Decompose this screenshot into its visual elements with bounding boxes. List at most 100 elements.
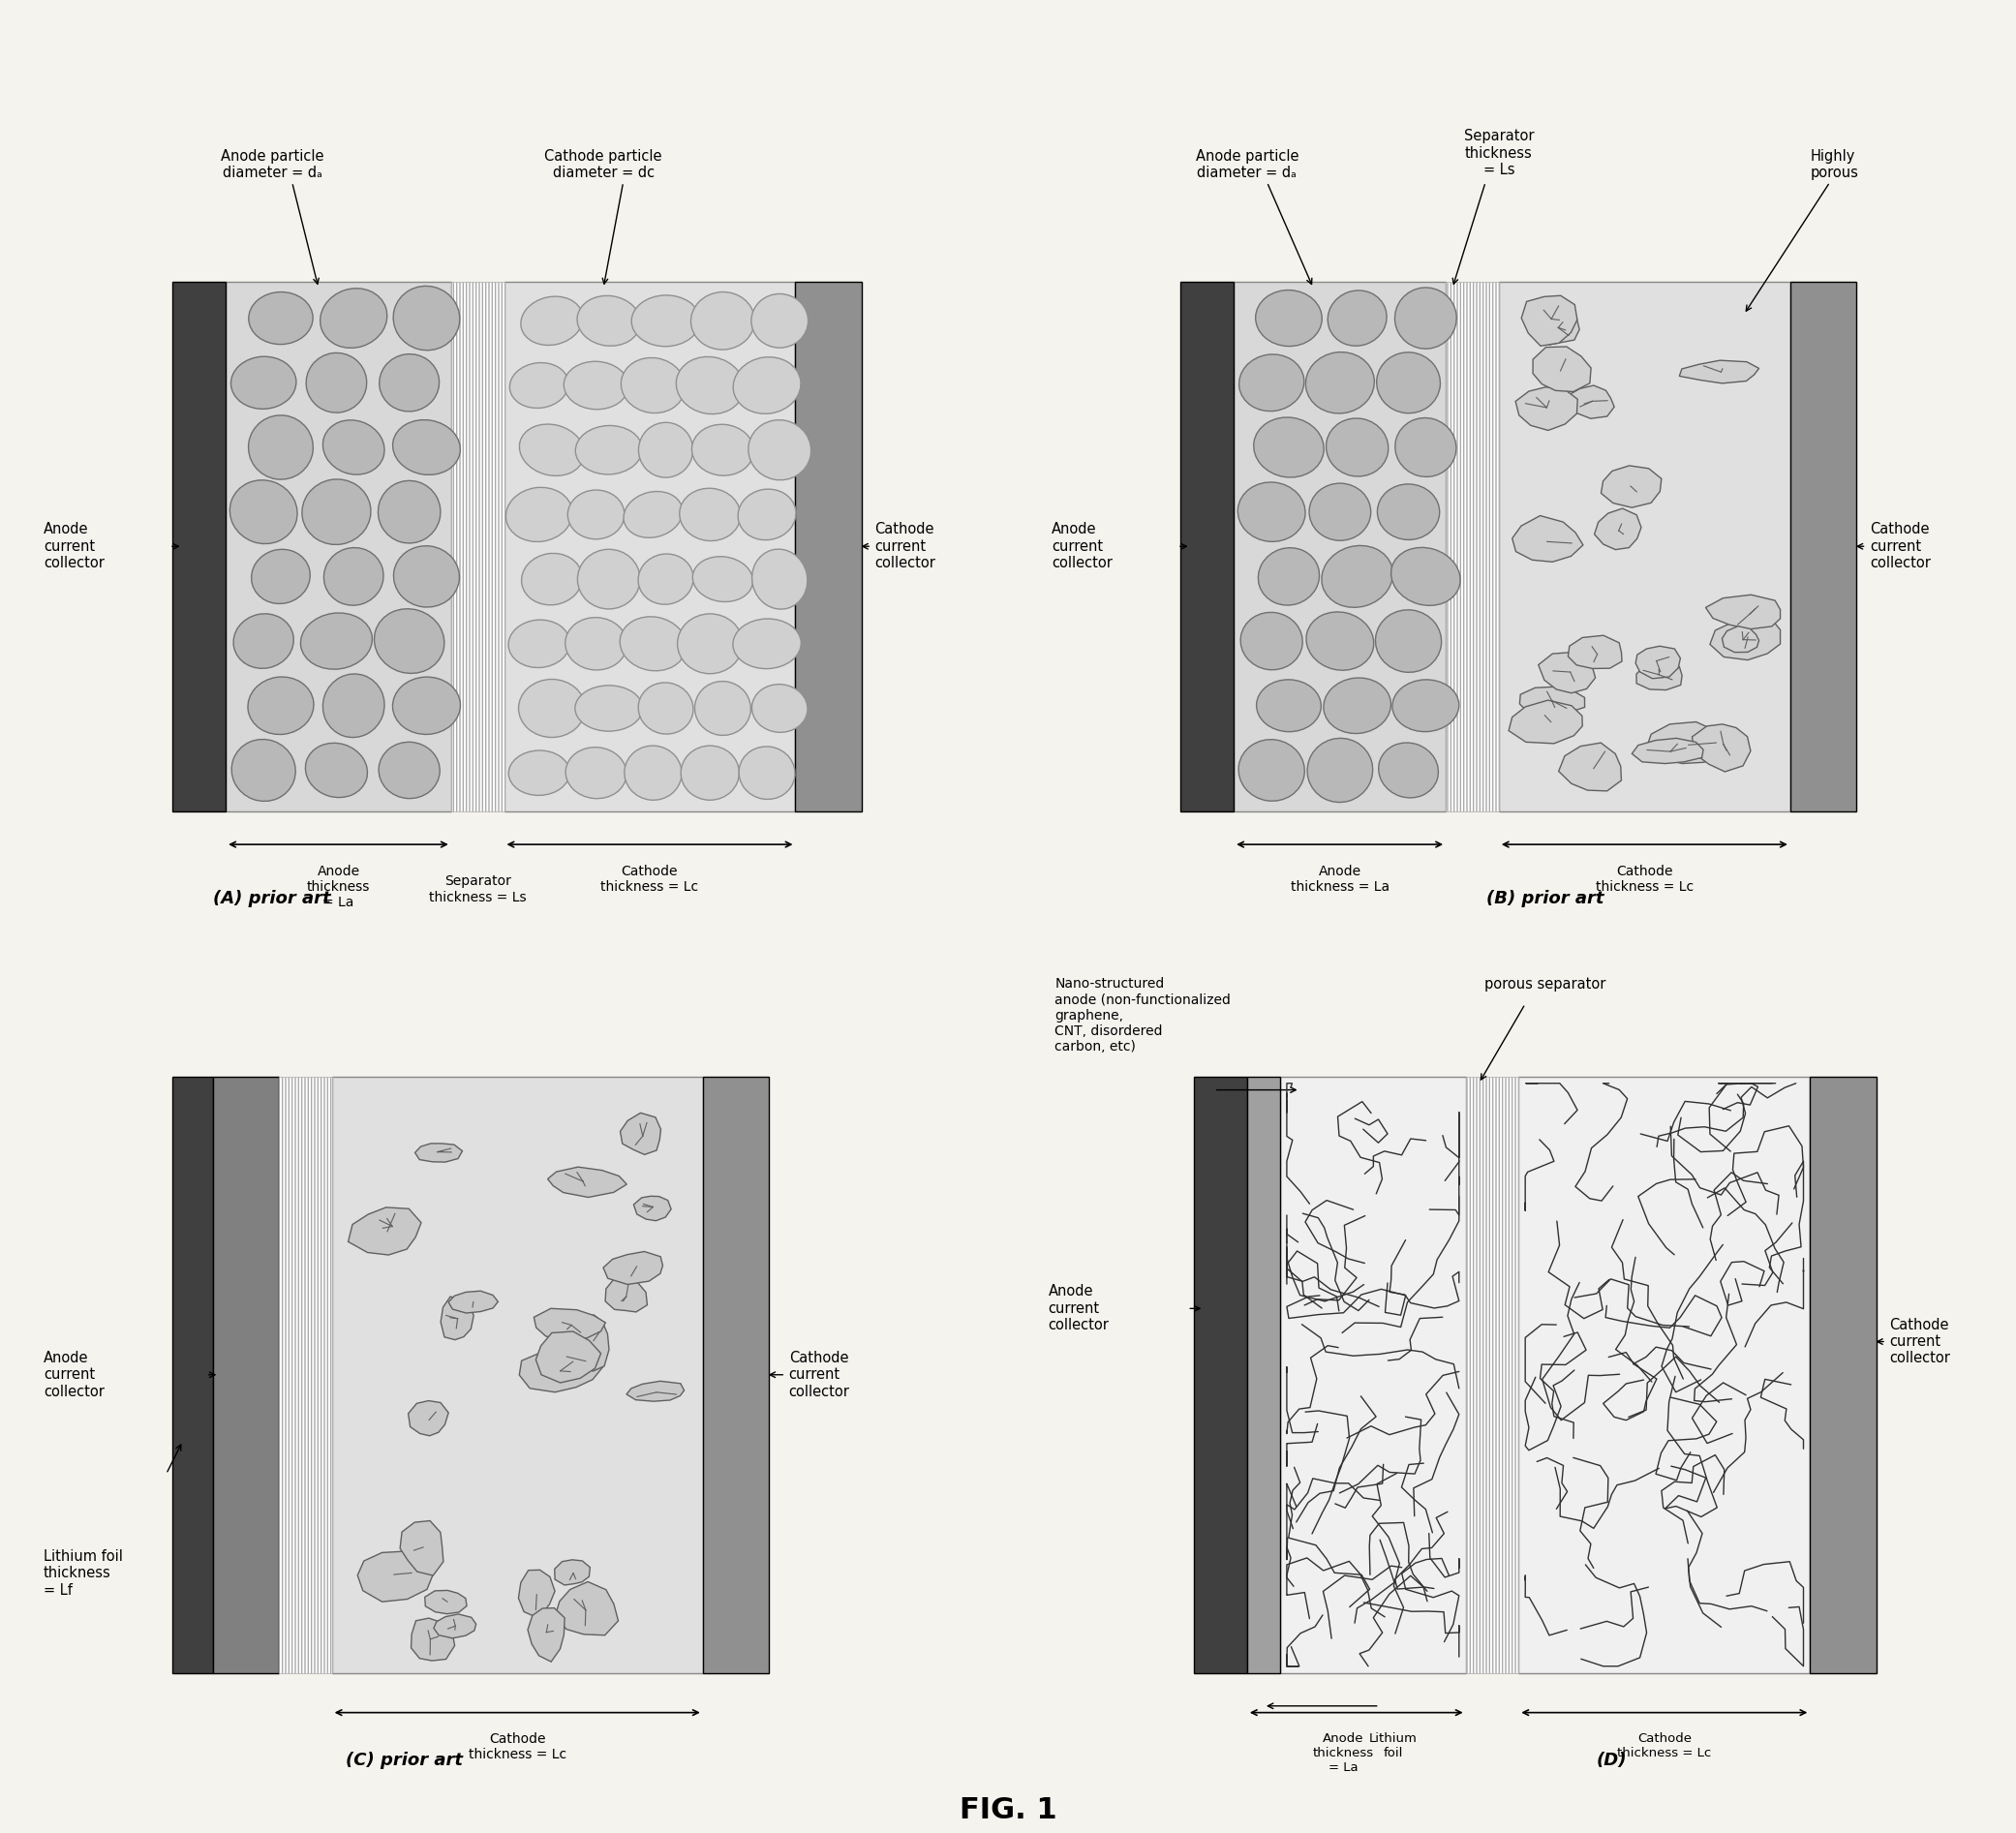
Text: Lithium
foil: Lithium foil <box>1369 1732 1417 1760</box>
Ellipse shape <box>752 550 808 609</box>
Text: Nano-structured
anode (non-functionalized
graphene,
CNT, disordered
carbon, etc): Nano-structured anode (non-functionalize… <box>1054 977 1232 1054</box>
Polygon shape <box>1647 722 1722 764</box>
Polygon shape <box>605 1278 647 1312</box>
Text: (A) prior art: (A) prior art <box>214 891 331 907</box>
Polygon shape <box>577 1314 609 1371</box>
Ellipse shape <box>691 425 754 475</box>
Ellipse shape <box>518 680 585 737</box>
Ellipse shape <box>1306 739 1373 803</box>
Ellipse shape <box>639 682 694 733</box>
Polygon shape <box>1558 742 1621 792</box>
Polygon shape <box>1635 645 1681 678</box>
Polygon shape <box>1508 700 1583 744</box>
Ellipse shape <box>738 489 796 541</box>
Ellipse shape <box>675 357 744 414</box>
Ellipse shape <box>752 684 808 733</box>
Bar <box>278 1076 333 1674</box>
Ellipse shape <box>393 676 460 735</box>
Text: Cathode
thickness = Lc: Cathode thickness = Lc <box>468 1732 566 1762</box>
Ellipse shape <box>625 746 681 799</box>
Bar <box>1193 1076 1248 1674</box>
Bar <box>1445 282 1498 812</box>
Text: Anode particle
diameter = dₐ: Anode particle diameter = dₐ <box>1195 148 1298 180</box>
Polygon shape <box>448 1290 498 1312</box>
Text: Cathode particle
diameter = dᴄ: Cathode particle diameter = dᴄ <box>544 148 661 180</box>
Polygon shape <box>627 1380 683 1400</box>
Text: FIG. 1: FIG. 1 <box>960 1796 1056 1824</box>
Ellipse shape <box>1379 742 1437 797</box>
Polygon shape <box>536 1331 601 1382</box>
Ellipse shape <box>520 297 583 345</box>
Polygon shape <box>357 1551 433 1602</box>
Polygon shape <box>1520 687 1585 715</box>
Text: Separator
thickness
= Ls: Separator thickness = Ls <box>1464 128 1534 178</box>
Text: (D): (D) <box>1597 1752 1627 1769</box>
Ellipse shape <box>1395 418 1456 477</box>
Ellipse shape <box>575 425 643 475</box>
Ellipse shape <box>393 420 460 475</box>
Polygon shape <box>1637 660 1681 689</box>
Polygon shape <box>633 1197 671 1221</box>
Bar <box>704 1076 768 1674</box>
Polygon shape <box>349 1208 421 1256</box>
Ellipse shape <box>1238 482 1304 541</box>
Text: Cathode
current
collector: Cathode current collector <box>1869 522 1931 570</box>
Text: Cathode
current
collector: Cathode current collector <box>788 1351 849 1399</box>
Ellipse shape <box>696 682 750 735</box>
Ellipse shape <box>1377 484 1439 539</box>
Text: Anode
thickness
= La: Anode thickness = La <box>306 865 371 909</box>
Text: Lithium foil
thickness
= Lf: Lithium foil thickness = Lf <box>44 1549 123 1598</box>
Ellipse shape <box>508 750 571 796</box>
Ellipse shape <box>575 686 643 731</box>
Ellipse shape <box>752 293 808 348</box>
Ellipse shape <box>734 357 800 414</box>
Ellipse shape <box>304 742 367 797</box>
Ellipse shape <box>1329 290 1387 346</box>
Polygon shape <box>425 1591 468 1613</box>
Ellipse shape <box>248 291 312 345</box>
Bar <box>333 1076 704 1674</box>
Polygon shape <box>1631 739 1704 764</box>
Text: Anode particle
diameter = dₐ: Anode particle diameter = dₐ <box>220 148 325 180</box>
Polygon shape <box>621 1113 661 1155</box>
Ellipse shape <box>1238 739 1304 801</box>
Ellipse shape <box>621 357 685 412</box>
Polygon shape <box>1536 312 1579 345</box>
Ellipse shape <box>569 489 625 539</box>
Polygon shape <box>1516 387 1579 431</box>
Ellipse shape <box>677 614 742 675</box>
Polygon shape <box>528 1608 564 1663</box>
Bar <box>173 282 226 812</box>
Ellipse shape <box>1327 418 1389 477</box>
Ellipse shape <box>691 291 754 350</box>
Ellipse shape <box>1375 610 1441 673</box>
Ellipse shape <box>619 616 685 671</box>
Ellipse shape <box>1377 352 1439 412</box>
Ellipse shape <box>681 746 740 799</box>
Ellipse shape <box>1308 484 1371 541</box>
Polygon shape <box>442 1296 474 1340</box>
Polygon shape <box>534 1309 605 1342</box>
Ellipse shape <box>577 550 639 609</box>
Polygon shape <box>554 1560 591 1586</box>
Polygon shape <box>1512 515 1583 563</box>
Ellipse shape <box>232 739 296 801</box>
Polygon shape <box>411 1619 456 1661</box>
Ellipse shape <box>748 420 810 480</box>
Text: Cathode
thickness = Lc: Cathode thickness = Lc <box>601 865 700 893</box>
Bar <box>1234 282 1445 812</box>
Bar <box>504 282 796 812</box>
Ellipse shape <box>1256 680 1320 731</box>
Text: Anode
current
collector: Anode current collector <box>1048 1285 1109 1333</box>
Text: Anode
current
collector: Anode current collector <box>44 1351 105 1399</box>
Ellipse shape <box>520 423 585 477</box>
Text: porous separator: porous separator <box>1484 977 1607 992</box>
Ellipse shape <box>740 746 794 799</box>
Text: Cathode
current
collector: Cathode current collector <box>1889 1318 1949 1366</box>
Ellipse shape <box>230 480 296 544</box>
Ellipse shape <box>248 676 314 735</box>
Polygon shape <box>1532 346 1591 392</box>
Polygon shape <box>1679 361 1760 383</box>
Ellipse shape <box>306 352 367 412</box>
Bar <box>1498 282 1790 812</box>
